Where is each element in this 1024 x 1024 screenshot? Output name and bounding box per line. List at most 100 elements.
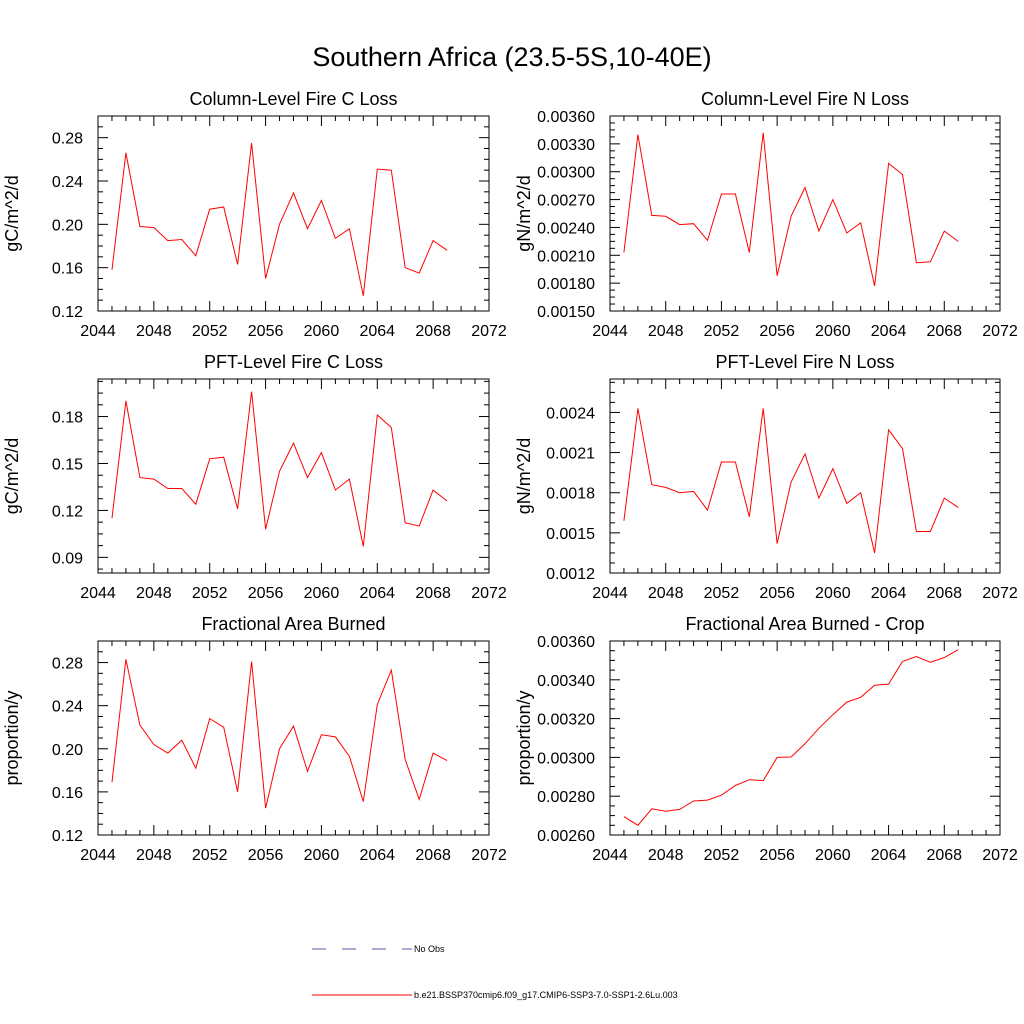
x-tick-label: 2052 <box>704 847 740 864</box>
panel-column-n-loss: Column-Level Fire N Loss gN/m^2/d 2044 2048… <box>514 89 1018 340</box>
y-tick-label: 0.0012 <box>546 566 595 583</box>
panel-title: Column-Level Fire N Loss <box>701 89 909 109</box>
y-tick-label: 0.0021 <box>546 446 595 463</box>
panel-column-c-loss: Column-Level Fire C Loss gC/m^2/d 2044 2048… <box>2 89 507 340</box>
y-axis-label: gN/m^2/d <box>514 175 534 251</box>
y-tick-label: 0.24 <box>52 174 83 191</box>
series-line <box>623 132 959 287</box>
plot-frame <box>97 640 490 836</box>
x-tick-label: 2048 <box>136 847 172 864</box>
y-tick-label: 0.16 <box>52 261 83 278</box>
x-tick-label: 2072 <box>471 847 507 864</box>
y-tick-label: 0.12 <box>52 503 83 520</box>
x-tick-label: 2048 <box>648 585 684 602</box>
panel-title: PFT-Level Fire N Loss <box>715 352 894 372</box>
series-line <box>623 408 959 554</box>
y-tick-label: 0.09 <box>52 550 83 567</box>
x-tick-label: 2048 <box>648 323 684 340</box>
plot-frame <box>97 378 490 574</box>
x-tick-label: 2060 <box>304 585 340 602</box>
y-tick-label: 0.00260 <box>537 828 595 845</box>
panel-pft-n-loss: PFT-Level Fire N Loss gN/m^2/d 2044 2048 205… <box>514 352 1018 602</box>
figure-title: Southern Africa (23.5-5S,10-40E) <box>312 42 711 72</box>
panel-area-burned: Fractional Area Burned proportion/y 2044 20… <box>2 614 507 864</box>
x-tick-label: 2052 <box>192 323 228 340</box>
y-axis-label: gC/m^2/d <box>2 438 22 514</box>
x-tick-label: 2052 <box>192 585 228 602</box>
y-axis-label: gN/m^2/d <box>514 438 534 514</box>
plot-frame <box>97 115 490 312</box>
x-tick-label: 2068 <box>926 323 962 340</box>
x-tick-label: 2068 <box>415 323 451 340</box>
panel-pft-c-loss: PFT-Level Fire C Loss gC/m^2/d 2044 2048 205… <box>2 352 507 602</box>
x-tick-label: 2048 <box>136 323 172 340</box>
y-tick-label: 0.00330 <box>537 137 595 154</box>
x-tick-label: 2044 <box>80 847 116 864</box>
x-tick-label: 2056 <box>759 585 795 602</box>
y-tick-label: 0.0018 <box>546 486 595 503</box>
x-tick-label: 2044 <box>592 323 628 340</box>
x-tick-label: 2068 <box>926 585 962 602</box>
legend-model-label: b.e21.BSSP370cmip6.f09_g17.CMIP6-SSP3-7.… <box>414 990 678 1000</box>
y-axis-label: proportion/y <box>2 690 22 785</box>
y-tick-label: 0.20 <box>52 217 83 234</box>
legend-obs-label: No Obs <box>414 944 445 954</box>
y-tick-label: 0.00340 <box>537 673 595 690</box>
panel-area-burned-crop: Fractional Area Burned - Crop proportion/… <box>514 614 1018 864</box>
x-tick-label: 2072 <box>982 847 1018 864</box>
y-tick-label: 0.28 <box>52 656 83 673</box>
panel-title: Fractional Area Burned <box>201 614 385 634</box>
x-tick-label: 2044 <box>80 323 116 340</box>
y-tick-label: 0.00150 <box>537 304 595 321</box>
y-tick-label: 0.00180 <box>537 276 595 293</box>
plot-frame <box>609 115 1001 312</box>
x-tick-label: 2068 <box>415 585 451 602</box>
x-tick-label: 2064 <box>359 585 395 602</box>
panel-title: PFT-Level Fire C Loss <box>204 352 383 372</box>
x-tick-label: 2052 <box>704 323 740 340</box>
y-tick-label: 0.28 <box>52 131 83 148</box>
x-tick-label: 2056 <box>248 323 284 340</box>
x-tick-label: 2068 <box>415 847 451 864</box>
x-tick-label: 2060 <box>815 847 851 864</box>
x-tick-label: 2056 <box>759 323 795 340</box>
y-tick-label: 0.12 <box>52 304 83 321</box>
x-tick-label: 2060 <box>815 323 851 340</box>
x-tick-label: 2056 <box>759 847 795 864</box>
legend: No Obs b.e21.BSSP370cmip6.f09_g17.CMIP6-… <box>312 944 678 1000</box>
y-tick-label: 0.0024 <box>546 405 595 422</box>
y-tick-label: 0.15 <box>52 456 83 473</box>
y-tick-label: 0.00270 <box>537 193 595 210</box>
y-tick-label: 0.00210 <box>537 248 595 265</box>
x-tick-label: 2052 <box>192 847 228 864</box>
series-line <box>111 391 448 547</box>
panel-title: Fractional Area Burned - Crop <box>685 614 924 634</box>
plot-frame <box>609 378 1001 574</box>
x-tick-label: 2064 <box>871 585 907 602</box>
x-tick-label: 2052 <box>704 585 740 602</box>
x-tick-label: 2060 <box>304 847 340 864</box>
x-tick-label: 2064 <box>359 323 395 340</box>
series-line <box>111 143 448 296</box>
y-tick-label: 0.00360 <box>537 634 595 651</box>
y-axis-label: gC/m^2/d <box>2 175 22 251</box>
y-tick-label: 0.12 <box>52 828 83 845</box>
panel-title: Column-Level Fire C Loss <box>189 89 397 109</box>
x-tick-label: 2072 <box>982 585 1018 602</box>
x-tick-label: 2048 <box>648 847 684 864</box>
y-tick-label: 0.0015 <box>546 526 595 543</box>
y-tick-label: 0.24 <box>52 699 83 716</box>
x-tick-label: 2060 <box>304 323 340 340</box>
y-tick-label: 0.00360 <box>537 109 595 126</box>
x-tick-label: 2044 <box>592 847 628 864</box>
x-tick-label: 2064 <box>871 323 907 340</box>
y-tick-label: 0.00300 <box>537 165 595 182</box>
plot-frame <box>609 640 1001 836</box>
x-tick-label: 2072 <box>982 323 1018 340</box>
x-tick-label: 2056 <box>248 847 284 864</box>
x-tick-label: 2064 <box>359 847 395 864</box>
x-tick-label: 2060 <box>815 585 851 602</box>
x-tick-label: 2048 <box>136 585 172 602</box>
series-line <box>111 659 448 809</box>
